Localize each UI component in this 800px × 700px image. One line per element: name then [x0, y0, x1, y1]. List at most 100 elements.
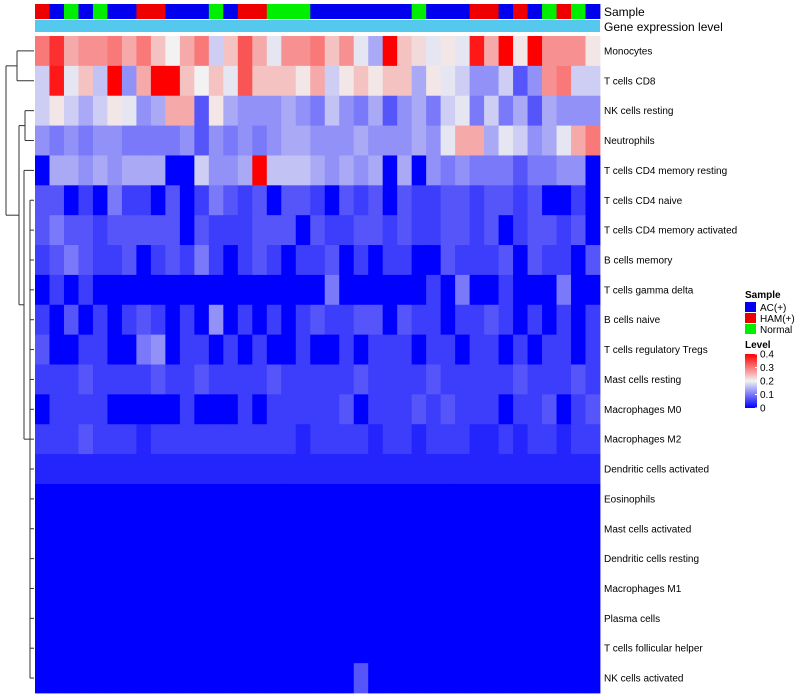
- heatmap-cell: [571, 424, 586, 455]
- row-label: T cells CD8: [604, 76, 656, 87]
- heatmap-cell: [252, 274, 268, 306]
- heatmap-cell: [121, 603, 137, 634]
- heatmap-cell: [63, 663, 79, 694]
- heatmap-cell: [194, 245, 210, 276]
- heatmap-cell: [339, 304, 355, 336]
- heatmap-cell: [35, 274, 50, 306]
- heatmap-cell: [397, 573, 413, 604]
- sample-annotation-cell: [266, 4, 282, 19]
- heatmap-cell: [571, 185, 586, 216]
- heatmap-cell: [35, 663, 50, 694]
- heatmap-cell: [353, 483, 369, 515]
- heatmap-cell: [513, 364, 528, 395]
- heatmap-cell: [513, 573, 528, 604]
- heatmap-cell: [368, 394, 384, 425]
- heatmap-cell: [440, 215, 456, 246]
- heatmap-cell: [92, 424, 108, 455]
- heatmap-cell: [411, 215, 427, 246]
- heatmap-cell: [556, 633, 572, 664]
- heatmap-cell: [165, 573, 181, 604]
- heatmap-cell: [107, 454, 123, 485]
- heatmap-cell: [121, 274, 137, 306]
- heatmap-cell: [150, 454, 166, 485]
- heatmap-cell: [78, 65, 94, 97]
- heatmap-cell: [411, 454, 427, 485]
- heatmap-cell: [484, 364, 499, 395]
- heatmap-cell: [49, 364, 65, 395]
- heatmap-cell: [382, 245, 398, 276]
- heatmap-cell: [310, 95, 326, 126]
- heatmap-cell: [426, 215, 442, 246]
- level-legend-tick-label: 0.3: [760, 363, 774, 374]
- row-label: Monocytes: [604, 46, 652, 57]
- heatmap-cell: [281, 663, 297, 694]
- heatmap-cell: [513, 95, 528, 126]
- heatmap-cell: [382, 215, 398, 246]
- heatmap-cell: [49, 633, 65, 664]
- heatmap-cell: [571, 65, 586, 97]
- heatmap-cell: [324, 155, 340, 186]
- heatmap-cell: [397, 215, 413, 246]
- heatmap-cell: [469, 95, 485, 126]
- heatmap-cell: [513, 454, 528, 485]
- heatmap-cell: [542, 633, 557, 664]
- heatmap-cell: [353, 603, 369, 634]
- heatmap-cell: [295, 215, 311, 246]
- heatmap-cell: [252, 185, 268, 216]
- sample-annotation-cell: [542, 4, 557, 19]
- row-label: Macrophages M1: [604, 584, 682, 595]
- heatmap-cell: [237, 304, 253, 336]
- heatmap-cell: [469, 125, 485, 156]
- heatmap-cell: [150, 663, 166, 694]
- sample-annotation-cell: [49, 4, 65, 19]
- heatmap-cell: [136, 424, 152, 455]
- heatmap-cell: [310, 125, 326, 156]
- heatmap-cell: [208, 36, 224, 67]
- heatmap-cell: [411, 304, 427, 336]
- heatmap-cell: [353, 513, 369, 545]
- heatmap-cell: [63, 483, 79, 515]
- heatmap-cell: [527, 513, 543, 545]
- heatmap-cell: [556, 65, 572, 97]
- heatmap-cell: [63, 155, 79, 186]
- heatmap-cell: [339, 65, 355, 97]
- heatmap-cell: [440, 483, 456, 515]
- heatmap-cell: [295, 454, 311, 485]
- heatmap-cell: [208, 513, 224, 545]
- row-label: T cells CD4 memory resting: [604, 166, 727, 177]
- heatmap-cell: [136, 334, 152, 365]
- sample-annotation-cell: [179, 4, 195, 19]
- heatmap-cell: [49, 185, 65, 216]
- heatmap-cell: [368, 483, 384, 515]
- heatmap-cell: [585, 633, 601, 664]
- heatmap-cell: [295, 245, 311, 276]
- heatmap-cell: [295, 95, 311, 126]
- heatmap-cell: [295, 633, 311, 664]
- heatmap-cell: [252, 633, 268, 664]
- sample-annotation-cell: [237, 4, 253, 19]
- heatmap-cell: [542, 483, 557, 515]
- heatmap-cell: [469, 334, 485, 365]
- heatmap-cell: [121, 245, 137, 276]
- heatmap-cell: [455, 454, 471, 485]
- heatmap-cell: [295, 483, 311, 515]
- heatmap-cell: [121, 155, 137, 186]
- heatmap-cell: [49, 513, 65, 545]
- heatmap-cell: [78, 424, 94, 455]
- heatmap-cell: [527, 364, 543, 395]
- heatmap-cell: [368, 663, 384, 694]
- sample-annotation-cell: [165, 4, 181, 19]
- sample-legend-title: Sample: [745, 290, 781, 301]
- heatmap-cell: [194, 334, 210, 365]
- heatmap-cell: [353, 155, 369, 186]
- heatmap-cell: [223, 245, 239, 276]
- heatmap-cell: [179, 125, 195, 156]
- heatmap-cell: [107, 603, 123, 634]
- heatmap-cell: [237, 603, 253, 634]
- heatmap-cell: [585, 304, 601, 336]
- heatmap-cell: [281, 185, 297, 216]
- heatmap-cell: [382, 663, 398, 694]
- heatmap-cell: [179, 36, 195, 67]
- heatmap-cell: [295, 125, 311, 156]
- heatmap-cell: [469, 633, 485, 664]
